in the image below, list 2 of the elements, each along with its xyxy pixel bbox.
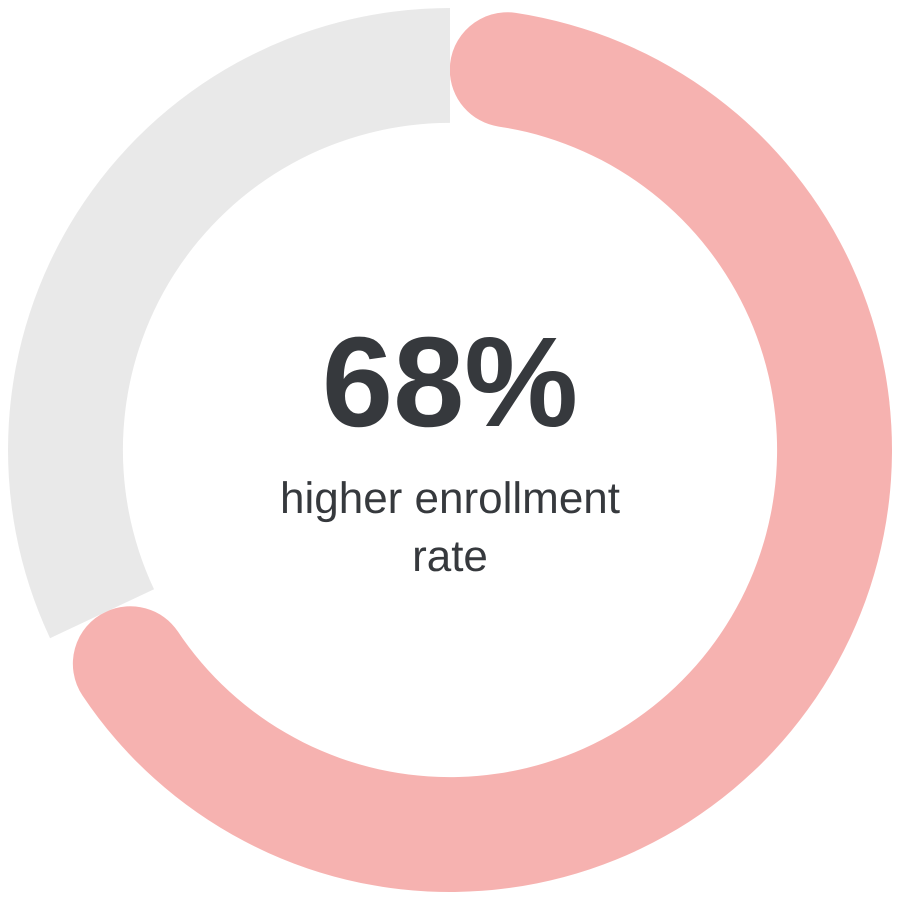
text: higher enrollment rate: [279, 473, 621, 583]
text: 68%: [320, 310, 580, 456]
